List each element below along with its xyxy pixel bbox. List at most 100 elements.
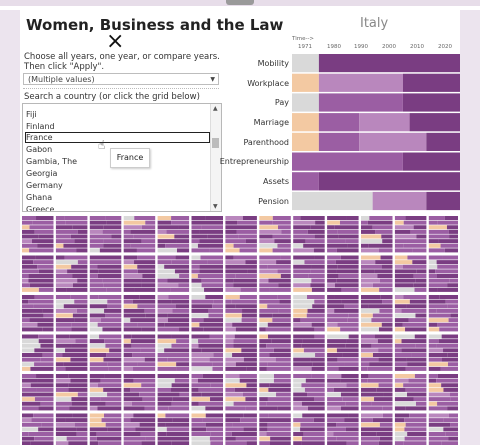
grid-tile-segment <box>225 392 243 397</box>
grid-tile-segment <box>259 229 282 234</box>
list-item[interactable]: Germany <box>26 181 63 190</box>
grid-tile-segment <box>333 387 359 392</box>
grid-tile-segment <box>130 387 156 392</box>
grid-tile-segment <box>293 348 304 353</box>
grid-tile-segment <box>327 225 335 230</box>
grid-tile-segment <box>157 441 172 445</box>
grid-tile-segment <box>175 304 190 309</box>
grid-tile-segment <box>123 313 146 318</box>
grid-tile-segment <box>327 255 341 260</box>
grid-tile-segment <box>38 339 54 344</box>
list-item[interactable]: Gabon <box>26 145 53 154</box>
grid-tile-segment <box>123 318 131 323</box>
grid-tile-segment <box>70 234 88 239</box>
grid-tile-segment <box>448 413 458 418</box>
grid-tile-segment <box>409 299 427 304</box>
country-grid[interactable] <box>22 216 458 445</box>
grid-tile-segment <box>107 427 122 432</box>
grid-tile-segment <box>69 334 88 339</box>
grid-tile-segment <box>191 295 206 300</box>
grid-tile-segment <box>259 313 273 318</box>
grid-tile-segment <box>22 278 29 283</box>
grid-tile-segment <box>269 353 291 358</box>
list-item[interactable]: Gambia, The <box>26 157 78 166</box>
grid-tile-segment <box>428 387 444 392</box>
grid-tile-segment <box>394 366 406 371</box>
list-item[interactable]: Ghana <box>26 193 53 202</box>
grid-tile-segment <box>334 283 359 288</box>
grid-tile-segment <box>105 422 122 427</box>
grid-tile-segment <box>225 287 241 292</box>
grid-tile-segment <box>22 348 35 353</box>
grid-tile-segment <box>303 243 325 248</box>
drag-handle[interactable] <box>226 0 254 5</box>
grid-tile-segment <box>22 378 38 383</box>
grid-tile-segment <box>171 260 190 265</box>
grid-tile-segment <box>123 378 134 383</box>
list-item[interactable]: Finland <box>26 122 55 131</box>
scroll-up-icon[interactable]: ▲ <box>213 105 218 112</box>
grid-tile-segment <box>130 243 156 248</box>
grid-tile-segment <box>428 308 437 313</box>
grid-tile-segment <box>123 269 138 274</box>
grid-tile-segment <box>225 327 236 332</box>
grid-tile-segment <box>123 374 133 379</box>
grid-tile-segment <box>415 313 427 318</box>
grid-tile-segment <box>89 378 101 383</box>
close-icon[interactable]: × <box>106 29 125 54</box>
grid-tile-segment <box>233 339 257 344</box>
grid-tile-segment <box>22 304 34 309</box>
grid-tile-segment <box>394 383 404 388</box>
list-item[interactable]: Georgia <box>26 169 58 178</box>
grid-tile-segment <box>361 374 369 379</box>
grid-tile-segment <box>225 216 243 221</box>
grid-tile-segment <box>428 353 448 358</box>
grid-tile-segment <box>72 413 88 418</box>
grid-tile-segment <box>231 432 257 437</box>
grid-tile-segment <box>71 343 88 348</box>
grid-tile-segment <box>22 422 42 427</box>
grid-tile-segment <box>327 374 342 379</box>
grid-tile-segment <box>22 255 36 260</box>
grid-tile-segment <box>327 274 339 279</box>
grid-tile-segment <box>443 427 458 432</box>
grid-tile-segment <box>293 234 315 239</box>
grid-tile-segment <box>204 287 223 292</box>
grid-tile-segment <box>191 348 202 353</box>
grid-tile-segment <box>22 308 43 313</box>
grid-tile-segment <box>22 413 34 418</box>
grid-tile-segment <box>428 339 439 344</box>
grid-tile-segment <box>259 216 273 221</box>
grid-tile-segment <box>157 357 168 362</box>
grid-tile-segment <box>442 255 458 260</box>
grid-tile-segment <box>137 264 156 269</box>
years-select[interactable]: (Multiple values) ▼ <box>23 73 219 85</box>
grid-tile-segment <box>259 422 268 427</box>
grid-tile-segment <box>205 216 223 221</box>
scrollbar[interactable]: ▲ ▼ <box>210 104 221 211</box>
grid-tile-segment <box>225 243 234 248</box>
grid-tile-segment <box>273 374 291 379</box>
grid-tile-segment <box>293 278 312 283</box>
grid-tile-segment <box>404 436 427 441</box>
grid-tile-segment <box>404 418 427 423</box>
list-item[interactable]: Fiji <box>26 110 37 119</box>
grid-tile-segment <box>89 248 100 253</box>
grid-tile-segment <box>428 225 447 230</box>
grid-tile-segment <box>71 327 88 332</box>
grid-tile-segment <box>191 422 206 427</box>
list-item-selected[interactable]: France <box>26 133 53 142</box>
grid-tile-segment <box>372 418 393 423</box>
list-item[interactable]: Greece <box>26 205 55 212</box>
scroll-down-icon[interactable]: ▼ <box>213 203 218 210</box>
grid-tile-segment <box>266 432 291 437</box>
grid-tile-segment <box>191 334 210 339</box>
indicator-timeline-matrix[interactable] <box>292 54 460 214</box>
grid-tile-segment <box>437 264 458 269</box>
grid-tile-segment <box>311 264 325 269</box>
grid-tile-segment <box>315 220 325 225</box>
grid-tile-segment <box>225 220 238 225</box>
chevron-down-icon[interactable]: ▼ <box>210 76 215 83</box>
grid-tile-segment <box>245 406 257 411</box>
scroll-thumb[interactable] <box>212 138 219 148</box>
